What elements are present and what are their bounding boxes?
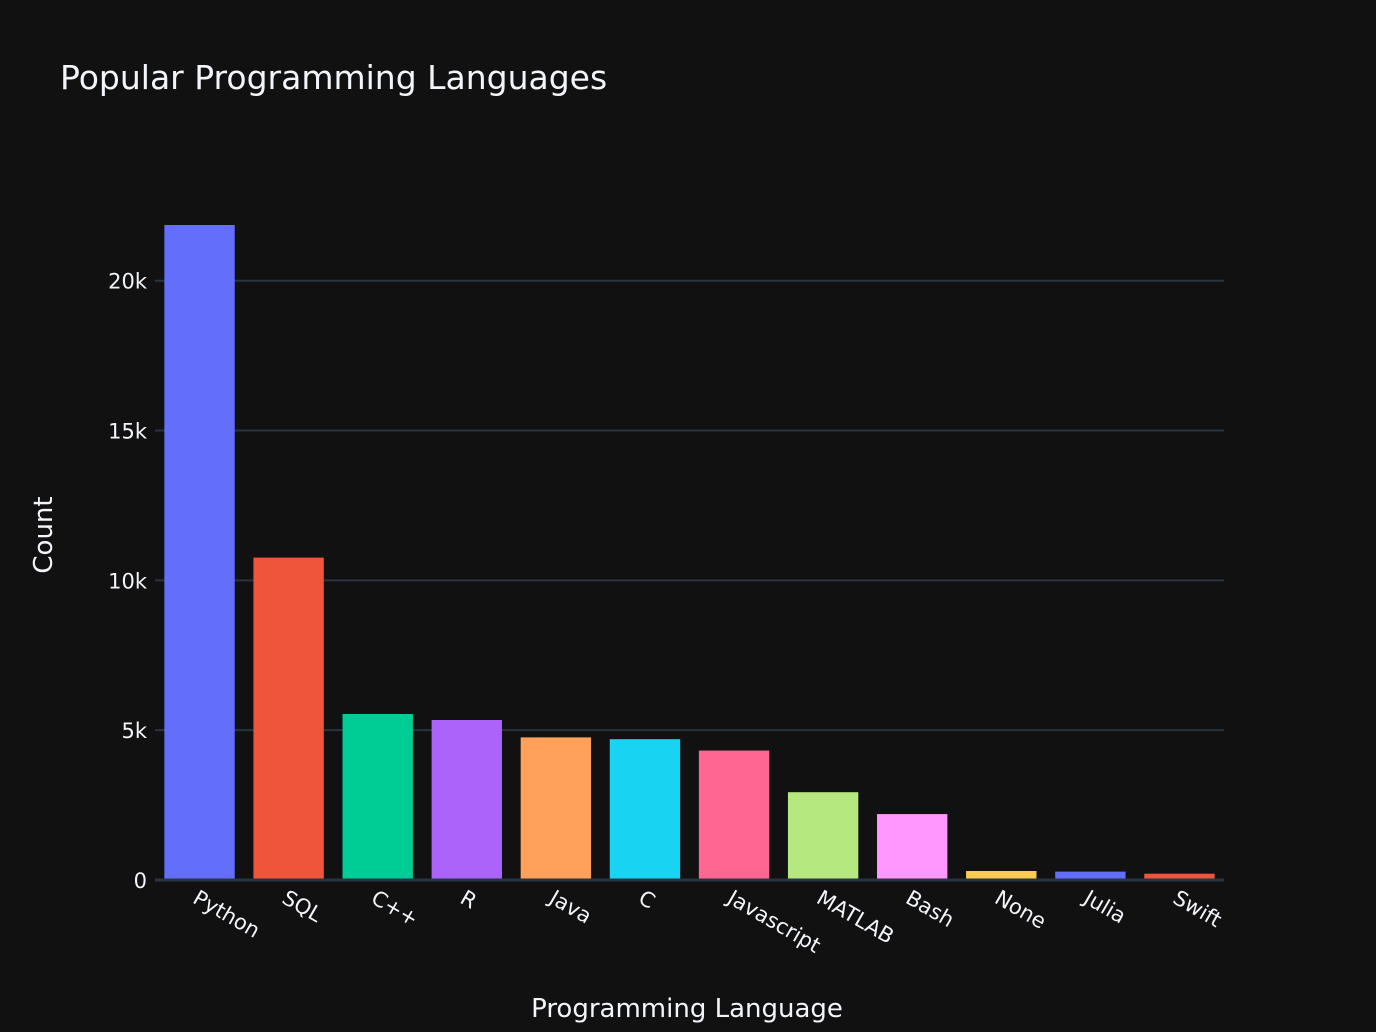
bar-none (966, 871, 1037, 880)
bar-julia (1055, 871, 1126, 880)
x-tick-label: Bash (902, 886, 959, 933)
bar-javascript (698, 750, 770, 880)
y-tick-label: 15k (108, 420, 148, 444)
bar-swift (1144, 873, 1215, 880)
chart-title: Popular Programming Languages (60, 58, 607, 97)
gridlines (155, 279, 1224, 732)
y-tick-label: 5k (121, 719, 147, 743)
x-tick-label: C (634, 886, 659, 914)
x-axis-title: Programming Language (531, 994, 843, 1024)
x-tick-label: MATLAB (813, 886, 898, 949)
x-tick-label: Julia (1078, 885, 1130, 929)
bars (164, 225, 1215, 880)
bar-java (520, 737, 592, 880)
x-tick-label: Python (189, 886, 264, 943)
x-tick-label: SQL (278, 886, 326, 928)
y-axis-ticks: 0 5k 10k 15k 20k (108, 270, 148, 893)
x-tick-label: R (456, 886, 481, 914)
bar-python (164, 225, 235, 880)
bar-sql (253, 557, 324, 880)
y-tick-label: 0 (134, 869, 147, 893)
bar-c (342, 714, 413, 880)
y-tick-label: 10k (108, 569, 148, 593)
x-tick-label: Java (544, 885, 596, 929)
x-tick-label: Swift (1169, 886, 1226, 933)
bar-c (609, 739, 681, 880)
x-tick-label: None (991, 886, 1050, 934)
y-tick-label: 20k (108, 270, 148, 294)
x-tick-label: C++ (367, 886, 422, 932)
x-tick-label: Javascript (722, 885, 825, 958)
y-axis-title: Count (29, 496, 59, 573)
bar-matlab (787, 792, 859, 880)
bar-bash (877, 814, 948, 880)
bar-r (431, 719, 502, 880)
